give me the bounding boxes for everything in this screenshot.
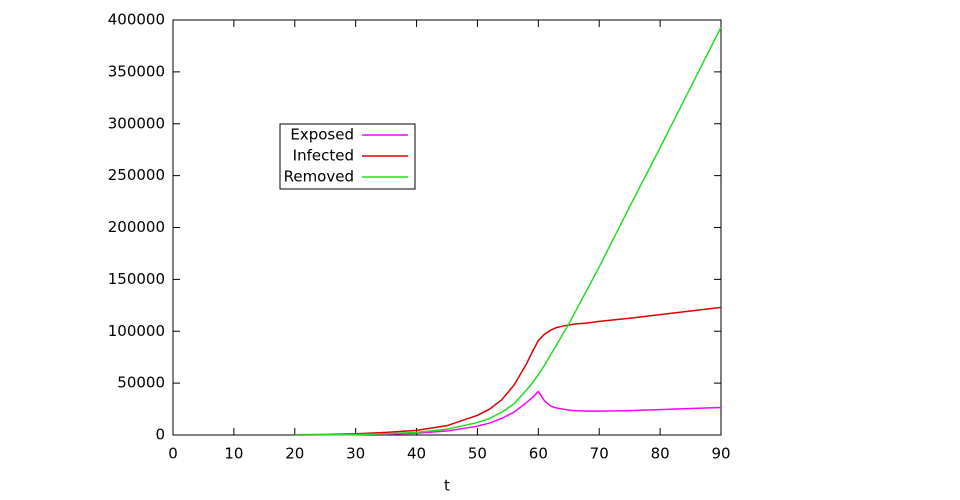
x-tick-label: 10 — [224, 445, 243, 463]
legend-label: Exposed — [290, 126, 354, 144]
y-tick-label: 400000 — [108, 11, 165, 29]
series-line — [294, 26, 722, 436]
x-tick-label: 30 — [346, 445, 365, 463]
x-tick-label: 70 — [590, 445, 609, 463]
y-tick-label: 100000 — [108, 322, 165, 340]
y-tick-label: 350000 — [108, 62, 165, 80]
x-tick-label: 90 — [711, 445, 730, 463]
x-tick-label: 20 — [285, 445, 304, 463]
x-axis-label: t — [444, 477, 450, 495]
y-tick-label: 200000 — [108, 218, 165, 236]
y-tick-label: 300000 — [108, 114, 165, 132]
series-line — [294, 306, 722, 436]
plot-frame — [172, 19, 722, 436]
series-line — [294, 390, 722, 436]
y-tick-label: 250000 — [108, 166, 165, 184]
x-tick-label: 60 — [529, 445, 548, 463]
x-tick-label: 40 — [407, 445, 426, 463]
y-tick-label: 50000 — [117, 374, 165, 392]
x-tick-label: 80 — [651, 445, 670, 463]
y-tick-label: 0 — [155, 426, 165, 444]
legend-label: Infected — [293, 147, 354, 165]
x-tick-label: 50 — [468, 445, 487, 463]
y-tick-label: 150000 — [108, 270, 165, 288]
x-tick-label: 0 — [168, 445, 178, 463]
legend-label: Removed — [284, 168, 354, 186]
